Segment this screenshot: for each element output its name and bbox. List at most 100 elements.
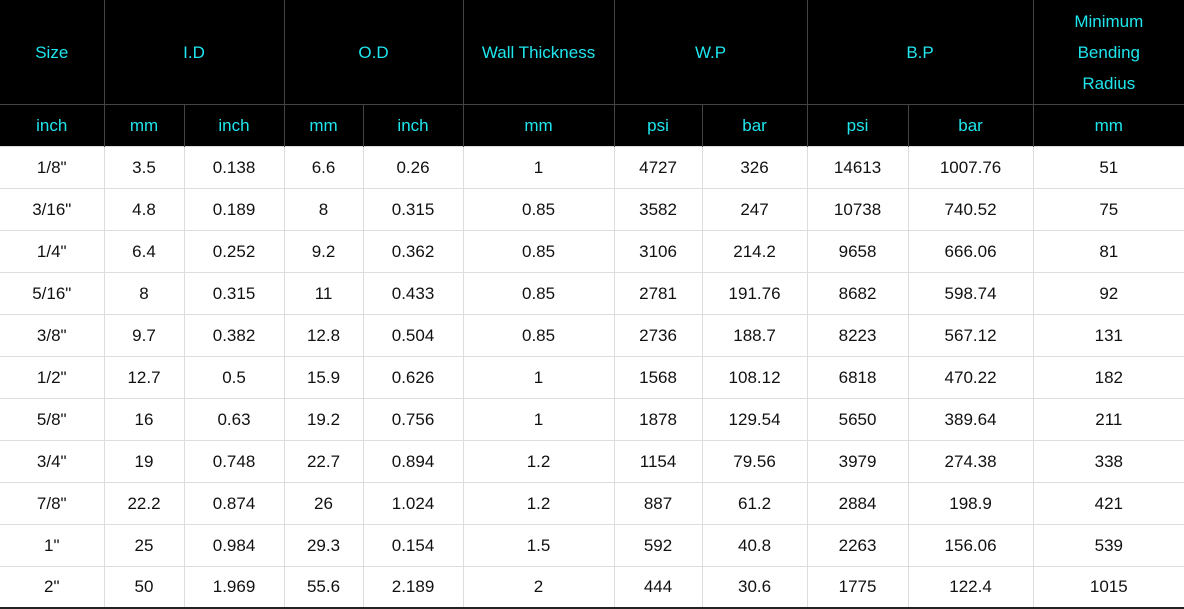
table-cell: 0.433 bbox=[362, 272, 464, 315]
table-cell: 214.2 bbox=[701, 230, 808, 273]
table-cell: 2.189 bbox=[362, 566, 464, 609]
table-cell: 2263 bbox=[806, 524, 909, 567]
table-cell: 598.74 bbox=[907, 272, 1034, 315]
table-cell: 61.2 bbox=[701, 482, 808, 525]
table-cell: 55.6 bbox=[283, 566, 364, 609]
table-cell: 22.7 bbox=[283, 440, 364, 483]
table-cell: 29.3 bbox=[283, 524, 364, 567]
table-cell: 0.154 bbox=[362, 524, 464, 567]
unit-cell: bar bbox=[907, 104, 1034, 147]
table-cell: 0.874 bbox=[183, 482, 285, 525]
table-cell: 1 bbox=[462, 146, 615, 189]
header-cell: Minimum Bending Radius bbox=[1032, 0, 1184, 105]
table-cell: 0.189 bbox=[183, 188, 285, 231]
table-cell: 0.362 bbox=[362, 230, 464, 273]
table-cell: 0.85 bbox=[462, 188, 615, 231]
table-cell: 3/16" bbox=[0, 188, 104, 231]
table-cell: 11 bbox=[283, 272, 364, 315]
table-cell: 8223 bbox=[806, 314, 909, 357]
table-row: 7/8" 22.2 0.874 26 1.024 1.2 887 61.2 2884 198.9 4… bbox=[0, 482, 1184, 525]
unit-cell: psi bbox=[613, 104, 703, 147]
table-cell: 1.969 bbox=[183, 566, 285, 609]
table-cell: 1154 bbox=[613, 440, 703, 483]
table-cell: 1 bbox=[462, 398, 615, 441]
table-row: 1/2" 12.7 0.5 15.9 0.626 1 1568 108.12 6818 470.2… bbox=[0, 356, 1184, 399]
unit-cell: mm bbox=[283, 104, 364, 147]
table-cell: 0.85 bbox=[462, 230, 615, 273]
table-cell: 326 bbox=[701, 146, 808, 189]
table-cell: 539 bbox=[1032, 524, 1184, 567]
table-row: 1/4" 6.4 0.252 9.2 0.362 0.85 3106 214.2 9658 666… bbox=[0, 230, 1184, 273]
table-cell: 887 bbox=[613, 482, 703, 525]
table-cell: 2 bbox=[462, 566, 615, 609]
table-cell: 0.63 bbox=[183, 398, 285, 441]
table-cell: 156.06 bbox=[907, 524, 1034, 567]
table-cell: 129.54 bbox=[701, 398, 808, 441]
table-cell: 9.2 bbox=[283, 230, 364, 273]
table-cell: 0.85 bbox=[462, 272, 615, 315]
table-cell: 0.252 bbox=[183, 230, 285, 273]
header-cell: Wall Thickness bbox=[462, 0, 615, 105]
header-cell: O.D bbox=[283, 0, 464, 105]
table-cell: 3/4" bbox=[0, 440, 104, 483]
table-cell: 3/8" bbox=[0, 314, 104, 357]
table-cell: 26 bbox=[283, 482, 364, 525]
table-cell: 1/8" bbox=[0, 146, 104, 189]
table-cell: 5/8" bbox=[0, 398, 104, 441]
table-cell: 5650 bbox=[806, 398, 909, 441]
table-cell: 12.8 bbox=[283, 314, 364, 357]
table-cell: 1.2 bbox=[462, 440, 615, 483]
table-cell: 0.315 bbox=[183, 272, 285, 315]
table-cell: 389.64 bbox=[907, 398, 1034, 441]
table-cell: 0.756 bbox=[362, 398, 464, 441]
table-cell: 421 bbox=[1032, 482, 1184, 525]
unit-cell: inch bbox=[362, 104, 464, 147]
table-cell: 1.024 bbox=[362, 482, 464, 525]
table-cell: 1878 bbox=[613, 398, 703, 441]
table-cell: 6.6 bbox=[283, 146, 364, 189]
table-cell: 16 bbox=[103, 398, 184, 441]
table-cell: 0.382 bbox=[183, 314, 285, 357]
table-cell: 0.984 bbox=[183, 524, 285, 567]
table-cell: 198.9 bbox=[907, 482, 1034, 525]
header-cell: I.D bbox=[103, 0, 285, 105]
table-cell: 1.2 bbox=[462, 482, 615, 525]
table-cell: 0.138 bbox=[183, 146, 285, 189]
table-cell: 1775 bbox=[806, 566, 909, 609]
table-cell: 6.4 bbox=[103, 230, 184, 273]
table-cell: 0.315 bbox=[362, 188, 464, 231]
table-cell: 182 bbox=[1032, 356, 1184, 399]
table-cell: 3979 bbox=[806, 440, 909, 483]
table-cell: 0.85 bbox=[462, 314, 615, 357]
table-cell: 0.748 bbox=[183, 440, 285, 483]
table-cell: 8 bbox=[283, 188, 364, 231]
table-cell: 0.504 bbox=[362, 314, 464, 357]
unit-cell: psi bbox=[806, 104, 909, 147]
table-cell: 19.2 bbox=[283, 398, 364, 441]
table-cell: 7/8" bbox=[0, 482, 104, 525]
table-cell: 8682 bbox=[806, 272, 909, 315]
table-cell: 9.7 bbox=[103, 314, 184, 357]
table-cell: 274.38 bbox=[907, 440, 1034, 483]
header-row: Size I.D O.D Wall Thickness W.P B.P Mini… bbox=[0, 0, 1184, 105]
table-cell: 10738 bbox=[806, 188, 909, 231]
table-cell: 108.12 bbox=[701, 356, 808, 399]
table-row: 3/8" 9.7 0.382 12.8 0.504 0.85 2736 188.7 8223 56… bbox=[0, 314, 1184, 357]
table-cell: 79.56 bbox=[701, 440, 808, 483]
table-cell: 9658 bbox=[806, 230, 909, 273]
table-cell: 14613 bbox=[806, 146, 909, 189]
unit-cell: bar bbox=[701, 104, 808, 147]
table-cell: 0.626 bbox=[362, 356, 464, 399]
table-cell: 1/4" bbox=[0, 230, 104, 273]
table-cell: 1.5 bbox=[462, 524, 615, 567]
table-cell: 666.06 bbox=[907, 230, 1034, 273]
table-cell: 50 bbox=[103, 566, 184, 609]
table-cell: 131 bbox=[1032, 314, 1184, 357]
table-cell: 2781 bbox=[613, 272, 703, 315]
table-cell: 81 bbox=[1032, 230, 1184, 273]
table-row: 1" 25 0.984 29.3 0.154 1.5 592 40.8 2263 156.06 53… bbox=[0, 524, 1184, 567]
table-cell: 4727 bbox=[613, 146, 703, 189]
table-cell: 188.7 bbox=[701, 314, 808, 357]
table-cell: 191.76 bbox=[701, 272, 808, 315]
